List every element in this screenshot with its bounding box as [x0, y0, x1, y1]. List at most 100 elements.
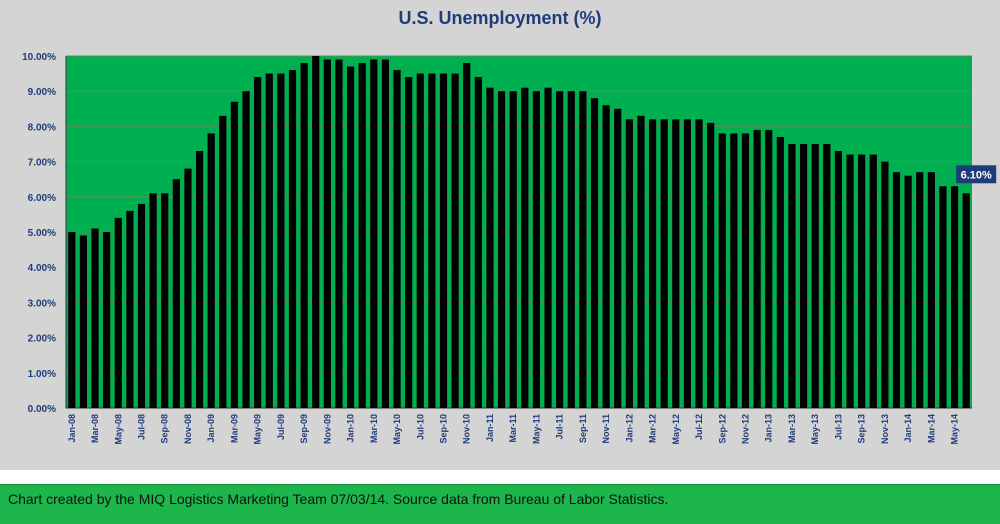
- footer-text: Chart created by the MIQ Logistics Marke…: [8, 491, 669, 507]
- bar-Oct-08: [172, 179, 180, 408]
- bar-Sep-09: [300, 63, 308, 408]
- bar-May-08: [114, 217, 122, 408]
- bar-Sep-08: [161, 193, 169, 408]
- x-tick-label: Mar-08: [90, 414, 100, 443]
- x-tick-label: Jan-11: [485, 414, 495, 442]
- bar-Feb-09: [219, 115, 227, 408]
- chart-title: U.S. Unemployment (%): [398, 8, 602, 28]
- bar-Sep-12: [718, 133, 726, 408]
- x-tick-label: Jan-10: [346, 414, 356, 443]
- x-tick-label: Jul-10: [415, 414, 425, 440]
- chart-svg: 0.00% 1.00% 2.00% 3.00% 4.00% 5.00% 6.00% 7.00%…: [22, 52, 997, 445]
- bar-Feb-10: [358, 63, 366, 408]
- callout-label: 6.10%: [961, 169, 992, 181]
- bar-Apr-08: [103, 232, 111, 408]
- bar-Jun-10: [405, 77, 413, 409]
- x-tick-label: Nov-12: [741, 414, 751, 444]
- bar-Sep-11: [579, 91, 587, 408]
- bar-Dec-11: [614, 108, 622, 409]
- y-tick-label: 2.00%: [28, 334, 56, 345]
- callout-box: [956, 165, 997, 184]
- bar-Jul-13: [834, 151, 843, 409]
- y-tick-label: 4.00%: [28, 263, 56, 274]
- bar-Dec-08: [195, 151, 204, 409]
- x-tick-label: Mar-13: [787, 414, 797, 443]
- x-tick-label: Nov-13: [880, 414, 890, 444]
- bar-Jun-12: [683, 119, 692, 409]
- x-tick-label: Nov-09: [322, 414, 332, 444]
- x-tick-label: Jan-09: [206, 414, 216, 443]
- bar-Jun-13: [823, 144, 831, 408]
- x-tick-label: May-09: [253, 414, 263, 445]
- bar-May-11: [532, 91, 541, 408]
- chart-area: U.S. Unemployment (%) 0.00% 1.00% 2.00% 3.0…: [0, 0, 1000, 470]
- bar-Mar-12: [648, 119, 657, 409]
- bar-Nov-10: [463, 63, 471, 408]
- bar-Dec-12: [753, 129, 761, 409]
- bar-Sep-10: [439, 73, 448, 408]
- bar-May-10: [393, 70, 401, 408]
- bar-Nov-08: [184, 168, 192, 408]
- x-tick-label: Jan-08: [67, 414, 77, 443]
- bar-Jul-09: [277, 73, 285, 408]
- bar-Aug-08: [149, 193, 157, 408]
- bar-Jul-12: [695, 119, 703, 409]
- x-tick-label: May-10: [392, 414, 402, 445]
- bar-Oct-12: [730, 133, 738, 408]
- bar-Aug-10: [428, 73, 436, 408]
- bar-Mar-11: [509, 91, 517, 408]
- x-tick-label: May-12: [671, 414, 681, 445]
- x-tick-label: Jan-13: [764, 414, 774, 443]
- bar-Nov-12: [741, 133, 750, 408]
- bar-Feb-13: [776, 136, 784, 408]
- x-tick-label: Sep-08: [160, 414, 170, 444]
- bar-Nov-13: [881, 161, 889, 408]
- x-tick-label: Jul-12: [694, 414, 704, 440]
- bar-May-09: [254, 77, 262, 409]
- bar-Oct-10: [451, 73, 459, 408]
- y-tick-label: 3.00%: [28, 298, 56, 309]
- x-tick-label: Sep-11: [578, 414, 588, 443]
- bar-Jan-13: [765, 129, 773, 409]
- bar-Nov-09: [323, 59, 331, 409]
- bar-Apr-14: [939, 186, 947, 408]
- bar-Nov-11: [602, 105, 610, 408]
- x-tick-label: Nov-11: [601, 414, 611, 444]
- bar-Jul-10: [416, 73, 424, 408]
- bar-Jun-14: [962, 193, 970, 408]
- x-tick-label: Nov-10: [462, 414, 472, 444]
- bar-Jul-11: [556, 91, 564, 408]
- y-tick-label: 10.00%: [22, 52, 56, 63]
- bar-Mar-08: [91, 228, 99, 408]
- x-tick-label: May-11: [531, 414, 541, 444]
- bar-Jan-08: [68, 232, 76, 408]
- bar-Jan-09: [207, 133, 215, 408]
- bar-Dec-13: [892, 172, 901, 408]
- bar-Feb-14: [916, 172, 924, 408]
- x-tick-label: Jul-13: [833, 414, 843, 440]
- y-tick-label: 7.00%: [28, 158, 56, 169]
- bar-Jan-11: [486, 87, 494, 409]
- x-tick-label: May-08: [113, 414, 123, 445]
- bar-Apr-12: [660, 119, 668, 409]
- x-tick-label: Mar-14: [926, 414, 936, 443]
- x-tick-label: Mar-09: [229, 414, 239, 443]
- y-tick-label: 0.00%: [28, 404, 56, 415]
- bar-Jan-12: [625, 119, 633, 409]
- bar-Apr-10: [381, 59, 390, 409]
- bar-Mar-14: [927, 172, 935, 408]
- x-tick-label: Mar-11: [508, 414, 518, 443]
- bar-Mar-09: [230, 101, 239, 408]
- bar-May-13: [811, 144, 819, 408]
- bar-Feb-12: [637, 115, 645, 408]
- bar-Jun-08: [126, 210, 134, 408]
- x-tick-label: Jul-08: [137, 414, 147, 440]
- bar-Oct-13: [869, 154, 877, 408]
- y-tick-label: 1.00%: [28, 369, 56, 380]
- x-tick-label: Nov-08: [183, 414, 193, 444]
- bar-Feb-08: [79, 235, 88, 408]
- bar-Oct-11: [590, 98, 599, 409]
- bar-Apr-11: [521, 87, 529, 409]
- bar-Mar-13: [788, 144, 796, 408]
- x-tick-label: Sep-10: [439, 414, 449, 444]
